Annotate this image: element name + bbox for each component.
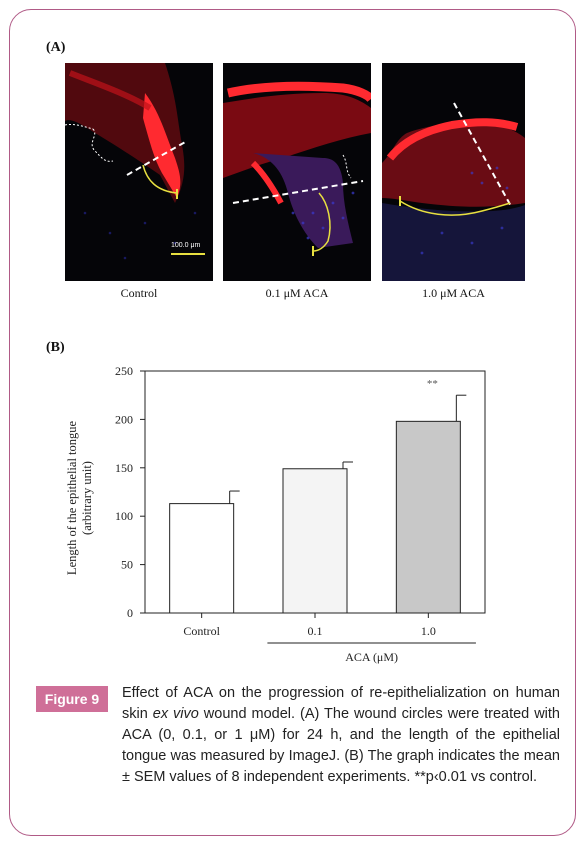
bar-3: [395, 420, 461, 614]
panel-a-label: (A): [46, 40, 66, 55]
bar-1: [169, 503, 235, 614]
aca-group-label: ACA (μM): [345, 650, 398, 664]
panel-b-label: (B): [46, 340, 65, 355]
caption-text-1: Effect of ACA on the progression of re-e…: [122, 685, 560, 722]
caption-0-1: 0.1 μM ACA: [265, 286, 329, 300]
y-tick-label: 0: [127, 606, 133, 620]
caption-text-2: wound model. (A) The wound circles were …: [122, 706, 560, 785]
figure-caption: Effect of ACA on the progression of re-e…: [122, 683, 560, 788]
y-axis-label-line1: Length of the epithelial tongue: [65, 420, 79, 575]
bar-chart: ** 0 50 100 150 200 250 Control 0.1 1.0 Length o…: [65, 364, 486, 664]
x-tick-label: 0.1: [308, 624, 323, 638]
y-axis-label-line2: (arbitrary unit): [80, 461, 94, 535]
y-tick-label: 100: [115, 509, 133, 523]
bar-2: [282, 468, 348, 614]
y-tick-label: 150: [115, 461, 133, 475]
x-tick-label: Control: [183, 624, 220, 638]
caption-control: Control: [120, 286, 158, 300]
micrograph-1-0: [382, 63, 525, 281]
scale-bar-label: 100.0 μm: [171, 242, 200, 249]
x-tick-label: 1.0: [421, 624, 436, 638]
y-tick-label: 50: [121, 558, 133, 572]
y-tick-label: 250: [115, 364, 133, 378]
caption-1-0: 1.0 μM ACA: [422, 286, 485, 300]
caption-italic: ex vivo: [152, 706, 199, 722]
y-tick-label: 200: [115, 412, 133, 426]
micrograph-control: 100.0 μm: [65, 63, 213, 281]
significance-marker: **: [427, 378, 438, 390]
micrograph-0-1: [223, 63, 371, 281]
figure-badge: Figure 9: [36, 686, 108, 712]
